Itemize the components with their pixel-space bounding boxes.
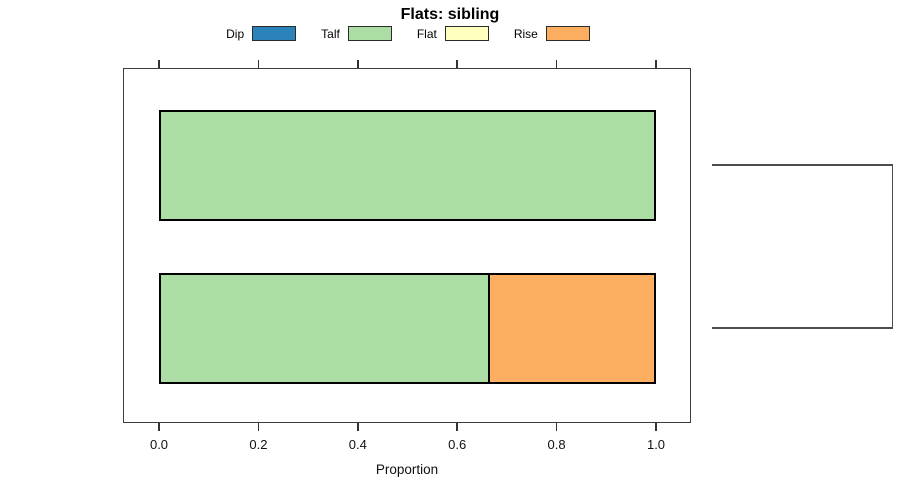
x-tick-label: 1.0 (646, 437, 666, 452)
legend-label: Rise (513, 26, 538, 41)
dendrogram-join (891, 164, 893, 329)
x-tick-top (158, 60, 160, 68)
legend-swatch-flat (444, 26, 489, 41)
dendrogram-branch-top (712, 164, 893, 166)
legend-label: Talf (321, 26, 340, 41)
dendrogram-branch-bottom (712, 327, 893, 329)
x-tick-label: 0.4 (348, 437, 367, 452)
bar-segment-talf (161, 111, 654, 219)
x-tick-label: 0.8 (547, 437, 566, 452)
legend: Dip Talf Flat Rise (0, 26, 816, 41)
legend-item-flat: Flat (417, 26, 489, 41)
x-tick-bottom (555, 423, 558, 431)
x-tick-top (357, 60, 359, 68)
bar-wales (159, 109, 656, 221)
legend-label: Dip (226, 26, 245, 41)
x-tick-bottom (158, 423, 160, 431)
x-tick-label: 0.6 (448, 437, 467, 452)
x-tick-bottom (456, 423, 458, 431)
x-tick-top (655, 60, 657, 68)
x-tick-bottom (257, 423, 260, 431)
legend-item-dip: Dip (226, 26, 297, 41)
x-tick-top (555, 60, 558, 68)
legend-swatch-talf (347, 26, 392, 41)
x-tick-label: 0.2 (249, 437, 268, 452)
x-tick-bottom (655, 423, 657, 431)
x-tick-top (456, 60, 458, 68)
bar-segment-rise (489, 274, 654, 382)
chart-title: Flats: sibling (400, 6, 500, 23)
legend-item-talf: Talf (321, 26, 392, 41)
x-tick-top (257, 60, 260, 68)
bar-escalante (159, 272, 656, 384)
legend-item-rise: Rise (514, 26, 590, 41)
legend-swatch-rise (545, 26, 590, 41)
x-axis-title: Proportion (375, 462, 439, 477)
legend-label: Flat (416, 26, 437, 41)
x-tick-bottom (357, 423, 359, 431)
bar-segment-talf (161, 274, 490, 382)
x-tick-label: 0.0 (149, 437, 169, 452)
legend-swatch-dip (252, 26, 297, 41)
